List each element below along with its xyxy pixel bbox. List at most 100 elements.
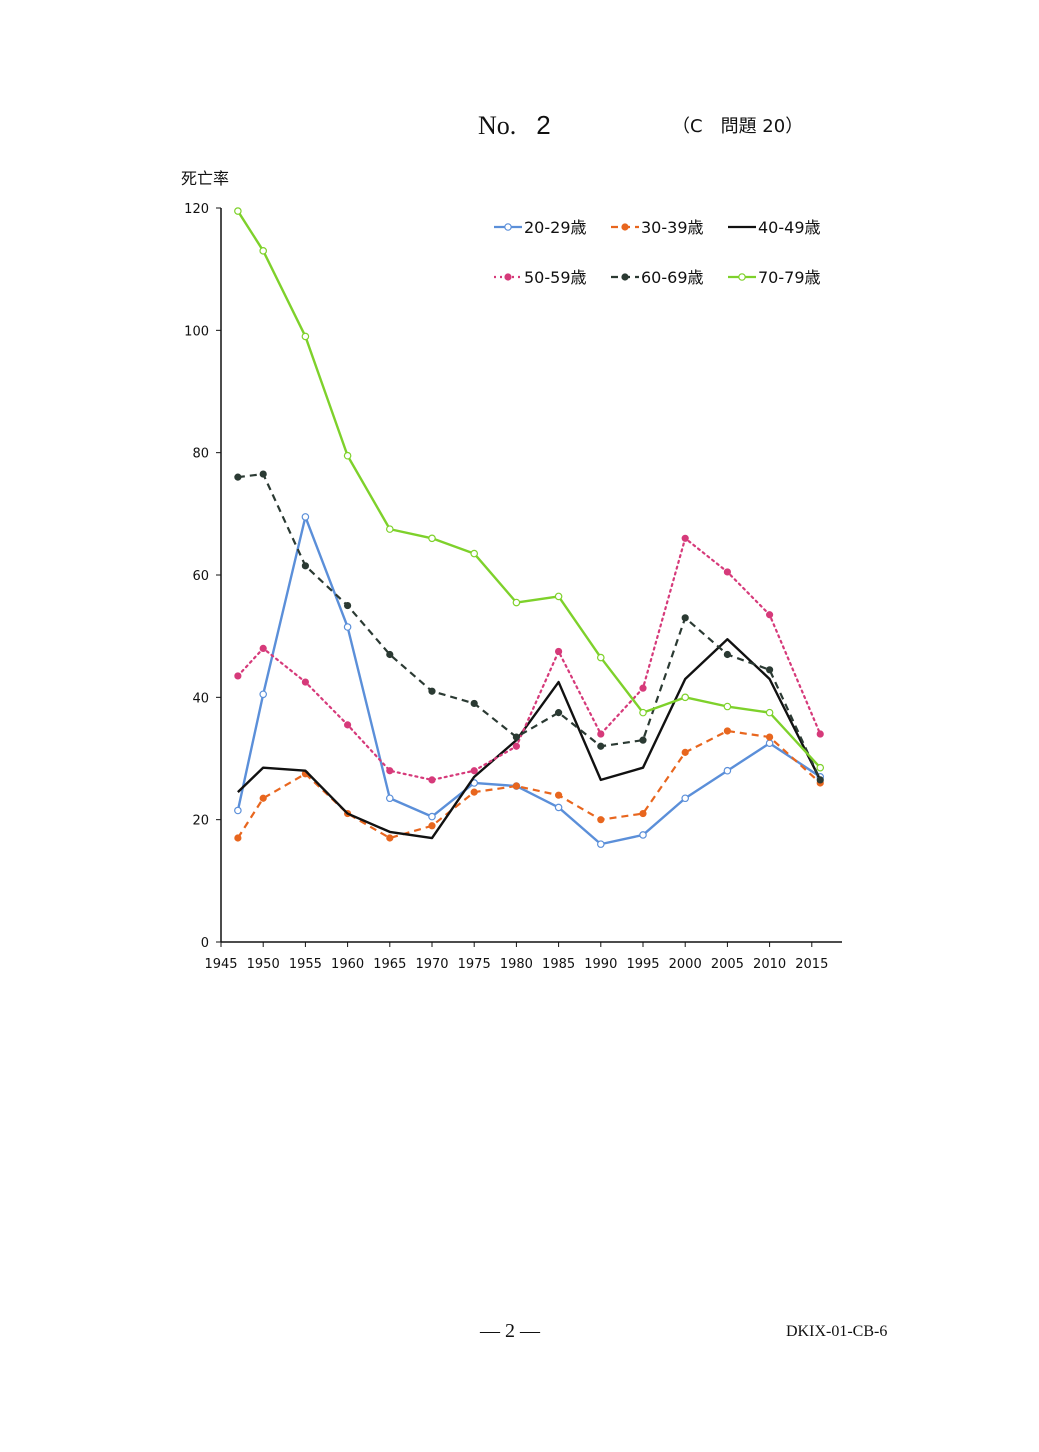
series-line bbox=[236, 537, 822, 782]
data-point bbox=[470, 788, 478, 796]
data-point bbox=[816, 763, 825, 772]
legend-label: 60-69歳 bbox=[641, 268, 704, 287]
y-tick-label: 40 bbox=[192, 691, 209, 706]
data-point bbox=[816, 776, 824, 784]
legend-label: 30-39歳 bbox=[641, 218, 704, 237]
x-tick-label: 1995 bbox=[626, 957, 659, 972]
data-point bbox=[428, 534, 436, 543]
axes: 0 20 40 60 80 100 120 1945 1950 1955 1960 1965 1970 1… bbox=[184, 202, 842, 972]
data-point bbox=[343, 623, 352, 631]
series-50-59歳 bbox=[234, 534, 824, 784]
data-point bbox=[470, 699, 478, 708]
data-point bbox=[816, 730, 824, 738]
header-reference: （C 問題 20） bbox=[672, 116, 804, 137]
data-point bbox=[385, 794, 394, 803]
series-line bbox=[236, 210, 822, 769]
data-point bbox=[723, 766, 732, 775]
data-point bbox=[554, 647, 563, 656]
data-point bbox=[554, 791, 563, 799]
series-30-39歳 bbox=[234, 727, 824, 842]
legend-marker bbox=[504, 273, 512, 281]
x-tick-label: 1980 bbox=[500, 957, 533, 972]
data-point bbox=[259, 794, 267, 802]
series-60-69歳 bbox=[234, 470, 824, 784]
series-line bbox=[237, 638, 822, 840]
data-point bbox=[512, 733, 521, 741]
series-line bbox=[236, 515, 821, 846]
legend-marker bbox=[738, 273, 746, 281]
data-point bbox=[639, 809, 647, 818]
x-tick-label: 1985 bbox=[542, 957, 575, 972]
data-point bbox=[723, 702, 732, 711]
data-point bbox=[385, 525, 394, 533]
x-tick-label: 2010 bbox=[753, 957, 786, 972]
y-tick-label: 60 bbox=[192, 569, 209, 584]
y-tick-label: 20 bbox=[192, 814, 209, 829]
series-line bbox=[237, 472, 822, 781]
y-tick-label: 80 bbox=[192, 447, 209, 462]
data-point bbox=[554, 803, 563, 812]
data-point bbox=[681, 693, 690, 702]
data-point bbox=[639, 684, 647, 692]
series-layer bbox=[234, 207, 825, 848]
data-point bbox=[234, 473, 242, 481]
x-tick-label: 1955 bbox=[289, 957, 322, 972]
footer-document-code: DKIX-01-CB-6 bbox=[786, 1323, 888, 1340]
legend-item: 20-29歳 bbox=[494, 218, 587, 237]
data-point bbox=[723, 568, 732, 576]
x-tick-label: 1965 bbox=[373, 957, 406, 972]
data-point bbox=[234, 834, 242, 842]
data-point bbox=[470, 767, 478, 775]
legend-label: 40-49歳 bbox=[758, 218, 821, 237]
series-70-79歳 bbox=[234, 207, 825, 772]
legend-label: 20-29歳 bbox=[524, 218, 587, 237]
data-point bbox=[512, 742, 521, 750]
data-point bbox=[597, 730, 605, 738]
header-number: No. 2 bbox=[478, 110, 551, 141]
x-tick-label: 1945 bbox=[204, 957, 237, 972]
data-point bbox=[386, 767, 394, 775]
data-point bbox=[386, 650, 394, 659]
y-tick-label: 100 bbox=[184, 324, 209, 339]
data-point bbox=[428, 822, 436, 830]
data-point bbox=[639, 831, 647, 839]
legend-item: 70-79歳 bbox=[728, 268, 821, 287]
data-point bbox=[386, 834, 394, 842]
series-40-49歳 bbox=[237, 638, 822, 840]
data-point bbox=[234, 672, 242, 680]
x-tick-label: 1960 bbox=[331, 957, 364, 972]
y-tick-label: 0 bbox=[201, 936, 209, 951]
data-point bbox=[259, 247, 268, 255]
data-point bbox=[597, 742, 605, 750]
x-tick-label: 1970 bbox=[415, 957, 448, 972]
data-point bbox=[554, 592, 563, 601]
data-point bbox=[765, 708, 774, 717]
data-point bbox=[301, 332, 310, 341]
data-point bbox=[343, 451, 352, 460]
data-point bbox=[428, 776, 436, 784]
data-point bbox=[597, 816, 605, 824]
data-point bbox=[259, 690, 268, 699]
legend-marker bbox=[504, 223, 512, 231]
data-point bbox=[765, 666, 774, 674]
data-point bbox=[554, 709, 563, 717]
data-point bbox=[428, 687, 436, 695]
data-point bbox=[301, 678, 309, 686]
data-point bbox=[512, 598, 521, 607]
legend-label: 50-59歳 bbox=[524, 268, 587, 287]
legend-item: 60-69歳 bbox=[611, 268, 704, 287]
data-point bbox=[301, 513, 310, 521]
data-point bbox=[259, 470, 267, 478]
legend-item: 50-59歳 bbox=[494, 268, 587, 287]
footer-page-number: — 2 — bbox=[480, 1320, 540, 1342]
data-point bbox=[765, 733, 774, 741]
series-20-29歳 bbox=[234, 513, 825, 848]
data-point bbox=[259, 644, 267, 653]
header-no-label: No. bbox=[478, 111, 517, 140]
x-tick-label: 1990 bbox=[584, 957, 617, 972]
data-point bbox=[596, 653, 605, 662]
legend: 20-29歳 30-39歳 40-49歳 50-59歳 60-69歳 70-79歳 bbox=[494, 218, 821, 287]
legend-item: 40-49歳 bbox=[728, 218, 821, 237]
data-point bbox=[681, 534, 689, 542]
x-tick-label: 1975 bbox=[458, 957, 491, 972]
